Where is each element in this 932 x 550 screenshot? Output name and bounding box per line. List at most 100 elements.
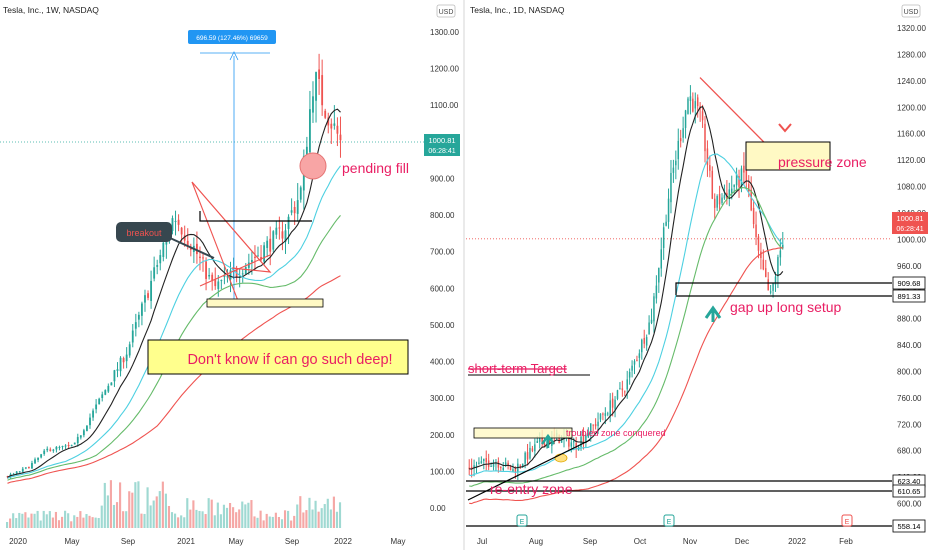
weekly-candle [104,390,107,395]
daily-candle [675,160,677,166]
weekly-candle [162,242,165,257]
weekly-volume-bar [60,516,64,528]
daily-level-label: 558.14 [898,522,921,531]
daily-level-909 [675,282,892,295]
daily-candle [709,165,711,171]
daily-candle [536,441,539,443]
weekly-candle [275,227,278,235]
weekly-candle [284,230,287,242]
weekly-volume-bar [277,517,280,528]
weekly-candle [110,382,113,386]
weekly-candle [211,274,214,281]
weekly-candle [223,275,226,277]
daily-candle [607,413,609,415]
daily-candle [762,259,765,270]
weekly-volume-bar [149,505,152,528]
weekly-volume-bar [329,509,332,528]
weekly-volume-bar [131,492,134,528]
weekly-volume-bar [283,510,287,528]
weekly-volume-bar [262,520,265,528]
weekly-volume-bar [21,513,24,528]
weekly-candle [183,235,186,241]
weekly-volume-bar [134,482,137,528]
daily-level-label: 909.68 [898,279,921,288]
weekly-candle [333,123,336,126]
daily-candle [470,466,473,470]
daily-candle [519,465,522,467]
daily-candle [538,438,541,442]
daily-y-tick: 1160.00 [897,130,926,139]
weekly-volume-bar [6,521,9,528]
daily-ma-20 [469,153,784,477]
daily-panel: 1320.00 1280.00 1240.00 1200.00 1160.00 1120.… [466,4,928,546]
weekly-volume-bar [48,511,51,528]
weekly-candle [92,410,94,418]
weekly-volume-bar [143,513,146,528]
weekly-candle [312,96,314,113]
weekly-volume-bar [109,480,112,528]
weekly-volume-bar [15,518,18,528]
weekly-x-tick: May [64,537,79,546]
weekly-volume-bar [164,493,167,528]
daily-candle [594,424,597,427]
weekly-candle [116,369,119,371]
weekly-volume-bar [219,514,222,528]
weekly-candle [113,370,116,382]
weekly-candle [281,231,284,239]
weekly-x-tick: Sep [121,537,136,546]
weekly-volume-bar [320,508,323,528]
daily-candle [548,441,551,444]
weekly-volume-bar [244,504,247,528]
weekly-candle [150,280,153,301]
weekly-volume-bar [317,511,320,528]
daily-candle [611,398,614,408]
weekly-candle [131,330,134,343]
daily-candle [626,379,628,390]
weekly-candle [64,445,67,447]
weekly-volume-bar [247,502,250,528]
daily-candle [682,128,684,138]
weekly-candle [31,463,33,469]
weekly-candle [46,448,49,451]
daily-candle [643,337,645,344]
weekly-x-tick: May [390,537,405,546]
weekly-candle [147,293,149,298]
weekly-y-tick: 700.00 [430,248,455,257]
daily-candle [684,110,687,128]
daily-candle [704,123,706,152]
daily-candle [485,458,487,463]
weekly-volume-bar [189,509,192,528]
weekly-volume-bar [76,516,79,528]
weekly-volume-bar [33,513,36,528]
daily-candle [767,279,769,291]
weekly-volume-bar [36,510,39,528]
daily-candle [480,461,483,464]
weekly-y-tick: 800.00 [430,211,455,220]
weekly-volume-bar [12,513,15,528]
weekly-volume-bar [73,515,76,528]
daily-candle [616,390,619,399]
weekly-candle [293,206,296,214]
weekly-volume-bar [170,512,174,528]
daily-candle [721,197,723,204]
daily-candle [716,196,718,208]
daily-candle [529,447,531,459]
weekly-candle [177,219,180,225]
weekly-breakout-line [199,211,312,222]
weekly-measure-box [188,30,276,44]
weekly-candle [156,265,159,267]
daily-troubled-arrow [541,433,555,448]
daily-y-tick: 720.00 [897,420,922,429]
weekly-candle [336,125,339,134]
weekly-candle [247,262,250,268]
weekly-candle [86,425,88,431]
weekly-volume-bar [216,502,219,528]
weekly-triangle-base [199,254,271,287]
daily-candle [614,399,616,410]
daily-y-tick: 1280.00 [897,50,926,59]
weekly-candle [128,344,131,356]
weekly-volume-bar [79,511,82,528]
weekly-candle [339,134,342,141]
daily-level-tag [892,519,926,533]
